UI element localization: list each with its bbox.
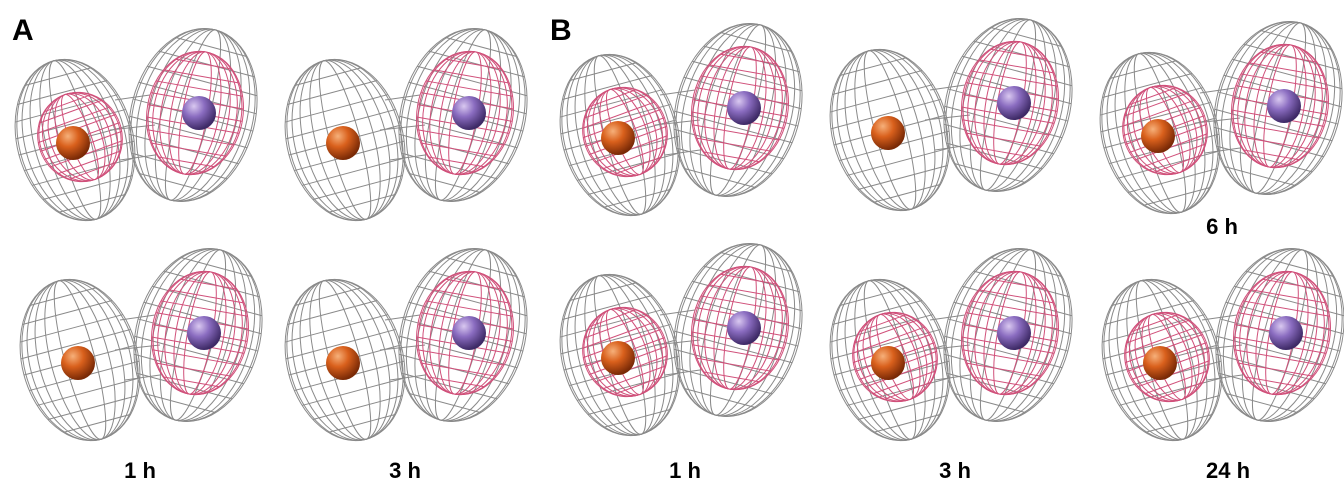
- density-map: [1085, 234, 1344, 454]
- mesh-line: [839, 288, 906, 306]
- mesh-line: [1224, 166, 1296, 185]
- density-map: [0, 14, 276, 234]
- mesh-line: [151, 143, 227, 156]
- atom-iron: [61, 346, 95, 380]
- atom-manganese: [452, 96, 486, 130]
- mesh-line: [39, 100, 102, 123]
- mesh-line: [409, 393, 481, 412]
- mesh-line: [1109, 61, 1176, 79]
- mesh-line: [1143, 187, 1210, 205]
- mesh-line: [421, 363, 497, 376]
- density-map: [813, 234, 1091, 454]
- atom-iron: [56, 126, 90, 160]
- mesh-line: [1238, 363, 1314, 376]
- mesh-line: [966, 133, 1042, 146]
- density-map: [268, 234, 546, 454]
- density-map: [268, 14, 546, 234]
- mesh-line: [1236, 136, 1312, 149]
- mesh-line: [144, 393, 216, 412]
- atom-iron: [1141, 119, 1175, 153]
- mesh-line: [603, 409, 670, 427]
- mesh-line: [684, 168, 756, 187]
- atom-manganese: [727, 91, 761, 125]
- mesh-line: [854, 320, 917, 343]
- atom-manganese: [997, 316, 1031, 350]
- density-map: [543, 9, 821, 229]
- time-label: 6 h: [1206, 214, 1238, 239]
- figure: A B 1 h 3 h 1 h 3 h 24 h 6 h: [0, 0, 1344, 488]
- mesh-line: [1126, 320, 1189, 343]
- mesh-line: [696, 138, 772, 151]
- mesh-line: [58, 194, 125, 212]
- mesh-line: [139, 173, 211, 192]
- density-map: [3, 234, 281, 454]
- mesh-line: [328, 194, 395, 212]
- atom-iron: [326, 126, 360, 160]
- density-map: [543, 229, 821, 449]
- mesh-line: [873, 414, 940, 432]
- mesh-line: [584, 95, 647, 118]
- mesh-line: [839, 58, 906, 76]
- mesh-line: [569, 283, 636, 301]
- mesh-line: [1124, 93, 1187, 116]
- mesh-line: [24, 68, 91, 86]
- mesh-line: [966, 363, 1042, 376]
- time-label: 1 h: [124, 458, 156, 483]
- density-map: [813, 4, 1091, 224]
- atom-manganese: [187, 316, 221, 350]
- mesh-line: [1145, 414, 1212, 432]
- mesh-line: [873, 184, 940, 202]
- mesh-line: [421, 143, 497, 156]
- mesh-line: [1226, 393, 1298, 412]
- time-label: 1 h: [669, 458, 701, 483]
- density-maps: [0, 4, 1344, 454]
- mesh-line: [409, 173, 481, 192]
- mesh-line: [954, 163, 1026, 182]
- atom-iron: [871, 116, 905, 150]
- atom-iron: [601, 341, 635, 375]
- mesh-line: [584, 315, 647, 338]
- mesh-line: [603, 189, 670, 207]
- mesh-line: [1111, 288, 1178, 306]
- atom-iron: [326, 346, 360, 380]
- density-map: [1083, 7, 1344, 227]
- time-label: 3 h: [389, 458, 421, 483]
- atom-manganese: [997, 86, 1031, 120]
- mesh-line: [328, 414, 395, 432]
- mesh-line: [63, 414, 130, 432]
- atom-manganese: [452, 316, 486, 350]
- mesh-line: [294, 288, 361, 306]
- atom-manganese: [727, 311, 761, 345]
- mesh-line: [696, 358, 772, 371]
- mesh-line: [569, 63, 636, 81]
- mesh-line: [684, 388, 756, 407]
- mesh-line: [294, 68, 361, 86]
- atom-manganese: [1269, 316, 1303, 350]
- mesh-line: [29, 288, 96, 306]
- mesh-line: [156, 363, 232, 376]
- panel-label: A: [12, 14, 34, 47]
- atom-iron: [871, 346, 905, 380]
- atom-iron: [1143, 346, 1177, 380]
- atom-manganese: [1267, 89, 1301, 123]
- time-label: 24 h: [1206, 458, 1250, 483]
- time-label: 3 h: [939, 458, 971, 483]
- mesh-line: [954, 393, 1026, 412]
- atom-iron: [601, 121, 635, 155]
- atom-manganese: [182, 96, 216, 130]
- panel-label: B: [550, 14, 572, 47]
